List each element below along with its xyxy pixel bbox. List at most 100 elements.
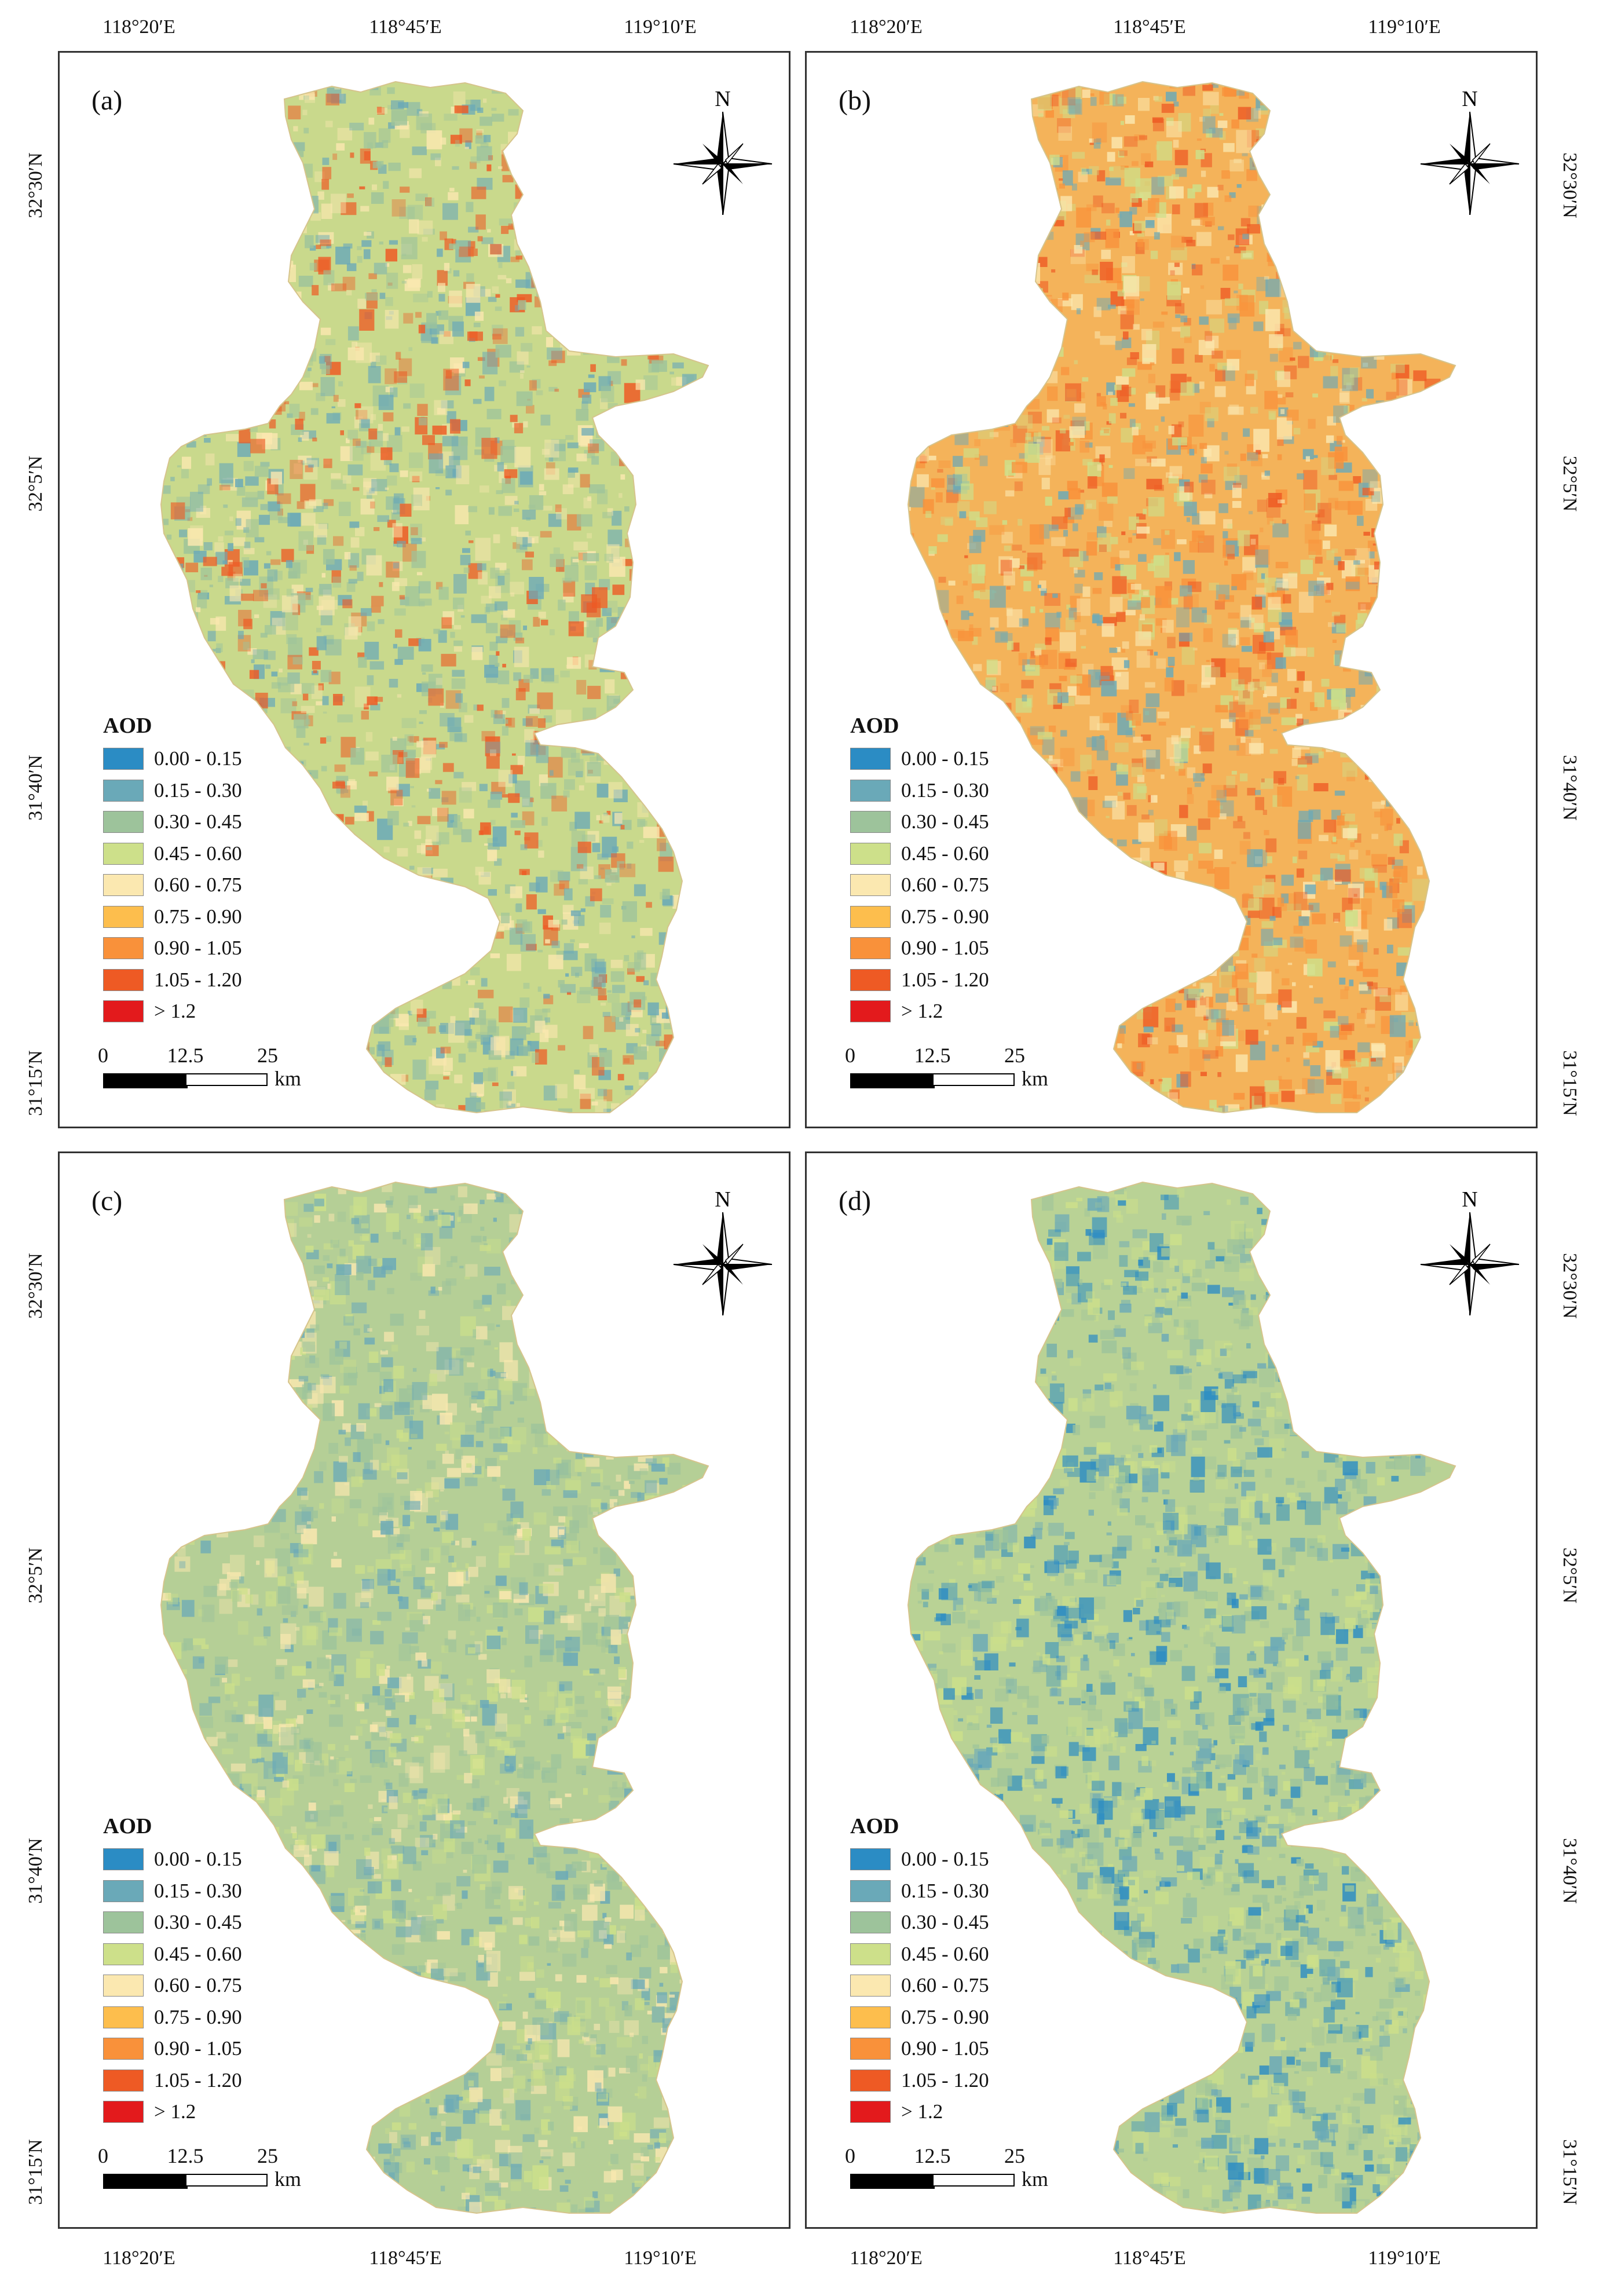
legend-item: 0.90 - 1.05 — [850, 2033, 989, 2065]
scale-bar-white — [185, 2174, 268, 2187]
aod-map — [160, 1181, 709, 2214]
lon-label-top: 119°10′E — [1368, 16, 1441, 38]
lon-label-bottom: 118°20′E — [103, 2247, 175, 2269]
legend-label: 0.00 - 0.15 — [154, 747, 242, 770]
legend-swatch — [103, 1943, 144, 1965]
legend-label: 0.75 - 0.90 — [901, 905, 989, 928]
legend-swatch — [850, 2069, 891, 2092]
scale-tick-label: 25 — [257, 1044, 278, 1067]
legend-label: 0.90 - 1.05 — [901, 2037, 989, 2060]
scale-tick-label: 0 — [845, 1044, 855, 1067]
legend-item: 0.75 - 0.90 — [850, 2002, 989, 2034]
scale-tick-label: 0 — [98, 2144, 108, 2167]
legend-item: 0.30 - 0.45 — [103, 806, 242, 838]
lon-label-bottom: 118°20′E — [850, 2247, 923, 2269]
legend-item: 0.60 - 0.75 — [103, 1970, 242, 2002]
legend-item: 0.45 - 0.60 — [850, 1939, 989, 1970]
lat-label-right: 31°15′N — [1559, 2139, 1580, 2205]
legend-item: 0.45 - 0.60 — [850, 838, 989, 870]
legend-label: 0.75 - 0.90 — [154, 905, 242, 928]
north-label: N — [1462, 87, 1477, 111]
north-arrow-icon: N — [671, 1187, 775, 1317]
legend-label: 0.75 - 0.90 — [901, 2005, 989, 2028]
lon-label-bottom: 118°45′E — [369, 2247, 442, 2269]
legend-item: 0.45 - 0.60 — [103, 838, 242, 870]
scale-tick-label: 0 — [98, 1044, 108, 1067]
legend-item: 0.30 - 0.45 — [850, 1907, 989, 1939]
lat-label-left: 32°30′N — [25, 1253, 46, 1319]
legend-item: 0.60 - 0.75 — [850, 869, 989, 901]
legend-swatch — [850, 1943, 891, 1965]
legend-swatch — [103, 937, 144, 960]
lon-label-top: 118°45′E — [369, 16, 442, 38]
scale-bar-white — [185, 1073, 268, 1086]
scale-tick-label: 25 — [1004, 2144, 1025, 2167]
scale-tick-label: 12.5 — [914, 2144, 951, 2167]
region-fill — [908, 1182, 1455, 2213]
region-fill — [908, 82, 1455, 1113]
scale-bar-black — [850, 2174, 935, 2189]
legend-swatch — [103, 842, 144, 865]
legend-swatch — [103, 1911, 144, 1934]
legend-item: > 1.2 — [850, 2096, 989, 2128]
legend-item: 0.90 - 1.05 — [103, 933, 242, 964]
scale-tick-label: 12.5 — [167, 2144, 204, 2167]
legend-swatch — [850, 937, 891, 960]
north-arrow-icon: N — [1418, 1187, 1522, 1317]
legend-swatch — [103, 1848, 144, 1871]
scale-bar: 0 12.5 25 km — [98, 2144, 301, 2196]
lat-label-left: 32°30′N — [25, 152, 46, 218]
lat-label-right: 31°40′N — [1559, 755, 1580, 821]
legend-title: AOD — [850, 1814, 899, 1838]
north-label: N — [715, 1188, 730, 1212]
legend-item: 0.15 - 0.30 — [850, 1875, 989, 1907]
lat-label-right: 32°30′N — [1559, 1253, 1580, 1319]
legend-label: 1.05 - 1.20 — [154, 968, 242, 991]
legend-swatch — [850, 2038, 891, 2060]
region-boundary — [160, 81, 709, 1114]
lat-label-left: 31°15′N — [25, 1050, 46, 1116]
panel-label: (b) — [839, 85, 871, 116]
legend-label: 0.45 - 0.60 — [901, 842, 989, 865]
legend-item: 0.75 - 0.90 — [103, 901, 242, 933]
lat-label-left: 32°5′N — [25, 455, 46, 512]
legend-title: AOD — [103, 1814, 152, 1838]
legend-label: 0.00 - 0.15 — [901, 1848, 989, 1871]
legend-label: 0.60 - 0.75 — [901, 1974, 989, 1997]
legend-swatch — [103, 874, 144, 897]
scale-bar: 0 12.5 25 km — [98, 1043, 301, 1095]
legend-swatch — [103, 1975, 144, 1997]
legend-swatch — [103, 2038, 144, 2060]
legend-item: 1.05 - 1.20 — [103, 964, 242, 996]
legend-swatch — [850, 1000, 891, 1023]
legend-item: 0.00 - 0.15 — [850, 743, 989, 775]
map-panel: (a) N AOD 0.00 - 0.15 0.15 - 0.30 0.30 - 0.45… — [58, 51, 790, 1128]
lat-label-right: 31°15′N — [1559, 1050, 1580, 1116]
lon-label-top: 118°45′E — [1113, 16, 1186, 38]
legend-swatch — [103, 748, 144, 770]
legend-label: 0.75 - 0.90 — [154, 2005, 242, 2028]
lon-label-top: 119°10′E — [624, 16, 697, 38]
legend-item: 0.00 - 0.15 — [103, 743, 242, 775]
legend-item: 0.15 - 0.30 — [103, 1875, 242, 1907]
scale-tick-label: 12.5 — [167, 1044, 204, 1067]
legend-swatch — [850, 2101, 891, 2123]
north-arrow-icon: N — [1418, 87, 1522, 217]
region-boundary — [907, 1181, 1456, 2214]
lat-label-right: 31°40′N — [1559, 1838, 1580, 1904]
scale-unit: km — [1022, 1067, 1049, 1090]
lon-label-top: 118°20′E — [103, 16, 175, 38]
lat-label-right: 32°5′N — [1559, 455, 1580, 512]
legend: AOD 0.00 - 0.15 0.15 - 0.30 0.30 - 0.45 0.45… — [850, 1814, 989, 2128]
scale-tick-label: 12.5 — [914, 1044, 951, 1067]
scale-tick-label: 0 — [845, 2144, 855, 2167]
legend-swatch — [103, 2006, 144, 2028]
map-panel: (c) N AOD 0.00 - 0.15 0.15 - 0.30 0.30 - 0.45… — [58, 1151, 790, 2229]
lon-label-top: 118°20′E — [850, 16, 923, 38]
scale-bar-black — [103, 2174, 188, 2189]
legend-item: 0.75 - 0.90 — [850, 901, 989, 933]
legend: AOD 0.00 - 0.15 0.15 - 0.30 0.30 - 0.45 0.45… — [103, 713, 242, 1028]
north-arrow-icon: N — [671, 87, 775, 217]
legend-swatch — [103, 968, 144, 991]
legend-label: 0.60 - 0.75 — [154, 873, 242, 897]
